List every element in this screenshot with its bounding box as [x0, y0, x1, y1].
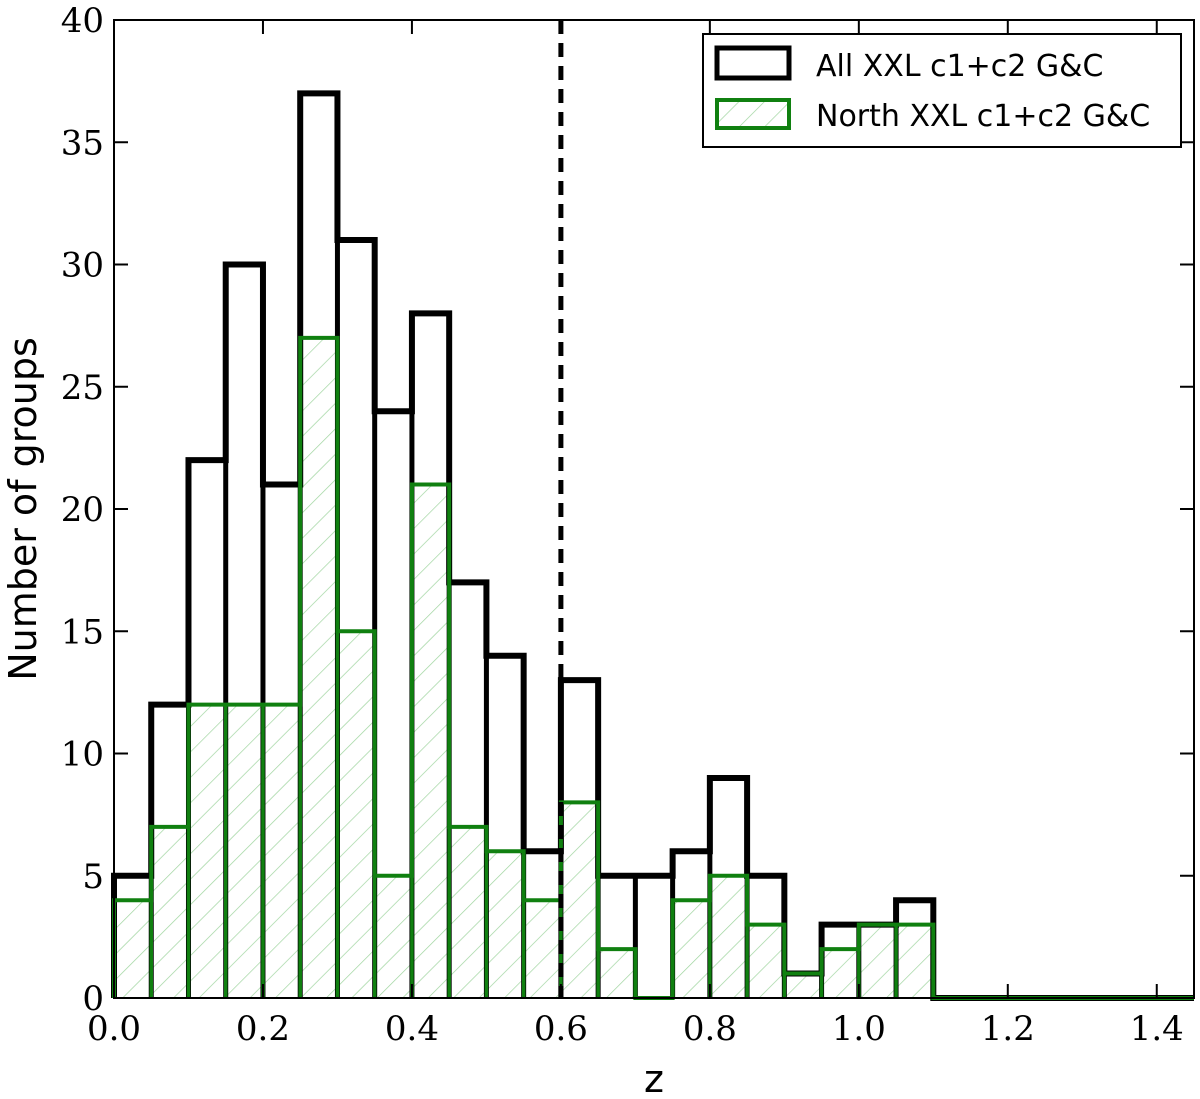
legend-label-all: All XXL c1+c2 G&C: [816, 49, 1104, 84]
y-tick-label: 30: [61, 246, 104, 286]
north-series-outline: [112, 335, 1194, 1000]
north-bar-fill: [486, 851, 524, 998]
north-bar-fill: [225, 704, 263, 998]
north-bar-fill: [523, 900, 561, 998]
y-tick-label: 25: [61, 368, 104, 408]
north-bar-fill: [411, 484, 450, 998]
north-bar-fill: [300, 337, 338, 999]
legend-swatch-north: [715, 98, 791, 130]
x-tick-label: 1.4: [1130, 1009, 1184, 1049]
legend-swatch-all: [714, 45, 792, 81]
north-bar-fill: [858, 924, 897, 998]
y-tick-label: 0: [82, 979, 104, 1019]
north-bar-fill: [821, 949, 859, 998]
x-tick-label: 0.4: [385, 1009, 439, 1049]
legend-label-north: North XXL c1+c2 G&C: [816, 99, 1150, 134]
north-bar-fill: [188, 704, 226, 998]
y-tick-label: 10: [61, 735, 104, 775]
x-tick-label: 0.6: [534, 1009, 588, 1049]
north-bar-fill: [747, 924, 785, 998]
y-axis-title: Number of groups: [1, 337, 45, 681]
north-bar-fill: [151, 826, 189, 998]
north-bar-fill: [114, 900, 152, 998]
y-tick-label: 35: [61, 123, 104, 163]
north-bar-fill: [672, 900, 710, 998]
y-tick-label: 40: [61, 1, 104, 41]
x-tick-label: 1.0: [832, 1009, 886, 1049]
y-tick-label: 5: [82, 857, 104, 897]
all-series-outline: [111, 90, 1194, 1001]
x-tick-label: 0.2: [236, 1009, 290, 1049]
x-axis-title: z: [644, 1057, 664, 1099]
north-bar-fill: [709, 875, 748, 998]
y-tick-label: 20: [61, 490, 104, 530]
north-bar-fill: [337, 631, 375, 998]
north-bar-fill: [784, 973, 822, 998]
y-tick-label: 15: [61, 612, 104, 652]
north-bar-fill: [896, 924, 934, 998]
x-tick-label: 1.2: [981, 1009, 1035, 1049]
north-bar-fill: [560, 802, 599, 998]
x-tick-label: 0.0: [87, 1009, 141, 1049]
north-bar-fill: [449, 826, 487, 998]
x-tick-label: 0.8: [683, 1009, 737, 1049]
north-bar-fill: [598, 949, 636, 998]
north-bar-fill: [262, 704, 301, 998]
north-bar-fill: [374, 875, 412, 998]
axis-ticks: 0.0 0.2 0.4 0.6 0.8 1.0 1.2 1.4 0 5 10 15 20 25 30 35 40: [61, 1, 1194, 1049]
plot-area: [111, 20, 1194, 1001]
legend: All XXL c1+c2 G&C North XXL c1+c2 G&C: [702, 33, 1182, 148]
